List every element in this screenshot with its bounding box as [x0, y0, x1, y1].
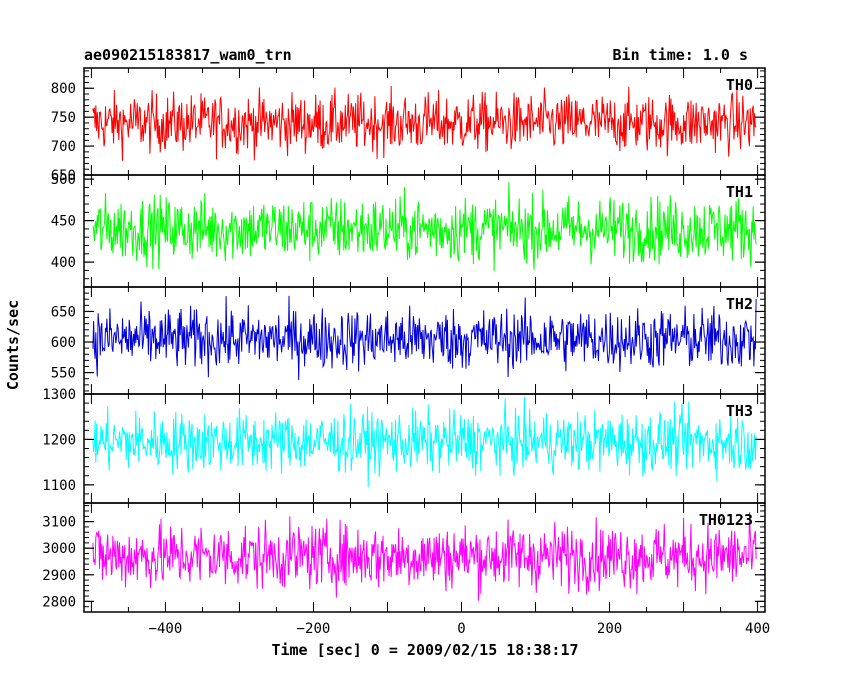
panel-label: TH0123 [699, 511, 753, 529]
y-tick-label: 750 [51, 110, 76, 126]
y-tick-label: 450 [51, 214, 76, 230]
panel-label: TH3 [726, 402, 753, 420]
y-tick-label: 650 [51, 304, 76, 320]
chart-title-left: ae090215183817_wam0_trn [84, 46, 292, 64]
y-tick-label: 500 [51, 172, 76, 188]
x-axis-label: Time [sec] 0 = 2009/02/15 18:38:17 [271, 641, 578, 659]
y-tick-label: 1300 [42, 387, 76, 403]
y-tick-label: 600 [51, 335, 76, 351]
series-line-th2 [92, 295, 757, 381]
series-line-th0 [92, 85, 757, 161]
y-tick-label: 1100 [42, 478, 76, 494]
panel-th0123: 2800 2900 3000 3100 TH0123 [42, 502, 766, 613]
y-tick-label: 3100 [42, 515, 76, 531]
x-tick-label: −400 [149, 621, 183, 637]
y-tick-label: 2900 [42, 568, 76, 584]
panel-label: TH0 [726, 76, 753, 94]
panel-frame [83, 393, 766, 504]
series-line-th1 [92, 181, 757, 272]
panel-th2: 550 600 650 TH2 [51, 286, 766, 395]
panel-th3: 1100 1200 1300 TH3 [42, 387, 766, 504]
x-tick-label: −200 [297, 621, 331, 637]
y-tick-label: 400 [51, 255, 76, 271]
y-tick-label: 1200 [42, 432, 76, 448]
chart-title-right: Bin time: 1.0 s [613, 46, 748, 64]
panel-label: TH1 [726, 183, 753, 201]
x-axis: −400 −200 0 200 400 [149, 621, 771, 637]
panel-th0: 650 700 750 800 TH0 [51, 67, 766, 184]
series-line-th3 [92, 396, 757, 488]
y-tick-label: 3000 [42, 541, 76, 557]
x-tick-label: 0 [457, 621, 465, 637]
x-tick-label: 400 [745, 621, 770, 637]
y-tick-label: 700 [51, 139, 76, 155]
series-line-th0123 [92, 512, 757, 601]
y-tick-label: 2800 [42, 594, 76, 610]
x-tick-label: 200 [597, 621, 622, 637]
panel-label: TH2 [726, 295, 753, 313]
y-tick-label: 650 [51, 168, 76, 184]
y-tick-label: 550 [51, 366, 76, 382]
panels-group: 650 700 750 800 TH0 400 450 500 TH1 550 600 650 TH2 1… [42, 67, 766, 613]
y-tick-label: 800 [51, 81, 76, 97]
panel-th1: 400 450 500 TH1 [51, 172, 766, 288]
y-axis-label: Counts/sec [4, 300, 22, 390]
